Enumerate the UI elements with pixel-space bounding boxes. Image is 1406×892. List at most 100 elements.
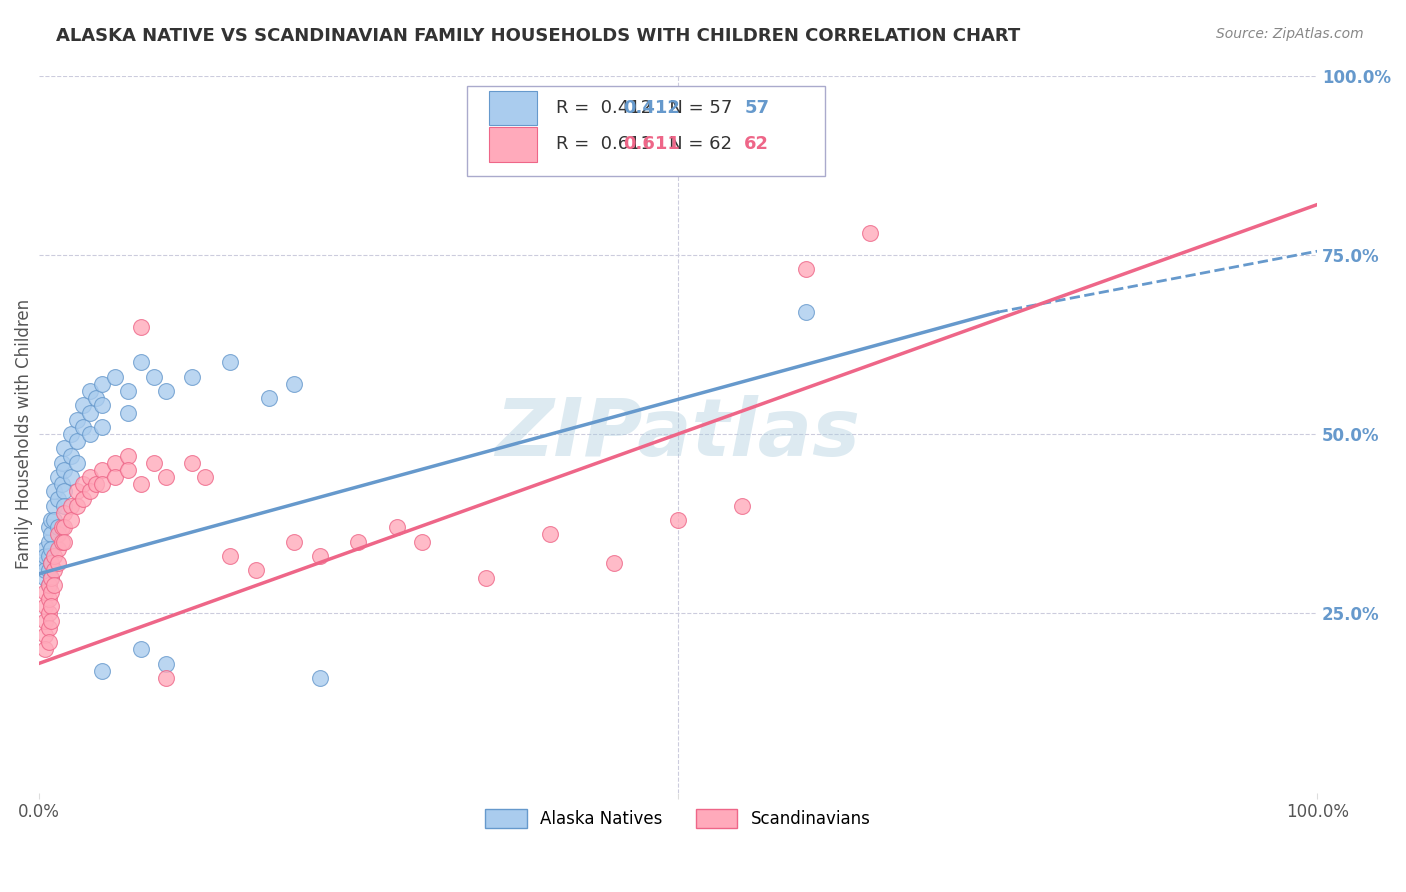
Point [59,449,82,463]
Point [53,499,76,513]
Point [34,628,56,642]
Text: ALASKA NATIVE VS SCANDINAVIAN FAMILY HOUSEHOLDS WITH CHILDREN CORRELATION CHART: ALASKA NATIVE VS SCANDINAVIAN FAMILY HOU… [56,27,1021,45]
Point [181,456,204,470]
Point [347,534,370,549]
Point [219,549,242,563]
Point [41,570,63,584]
Point [42,499,65,513]
Point [66,456,89,470]
Text: 57: 57 [744,99,769,117]
Point [155,671,177,685]
Point [38,549,60,563]
Point [91,463,114,477]
Point [155,470,177,484]
Point [859,227,882,241]
Point [72,420,94,434]
Point [34,614,56,628]
Point [91,420,114,434]
Text: R =  0.611   N = 62: R = 0.611 N = 62 [557,136,733,153]
Point [46,527,69,541]
Point [308,549,330,563]
Point [72,491,94,506]
Point [245,563,267,577]
Point [91,376,114,391]
Point [79,384,101,398]
Point [41,556,63,570]
Point [66,484,89,499]
Point [34,570,56,584]
Point [283,534,305,549]
Point [219,355,242,369]
Text: 62: 62 [744,136,769,153]
Point [79,470,101,484]
Point [41,614,63,628]
Point [104,369,127,384]
Point [42,549,65,563]
Text: Source: ZipAtlas.com: Source: ZipAtlas.com [1216,27,1364,41]
Point [38,577,60,591]
Text: 0.412: 0.412 [623,99,679,117]
Point [411,534,433,549]
Point [38,592,60,607]
Point [117,384,139,398]
Point [41,541,63,556]
Point [117,449,139,463]
Point [104,456,127,470]
Point [53,484,76,499]
Point [42,577,65,591]
Point [53,442,76,456]
Point [53,534,76,549]
FancyBboxPatch shape [489,128,537,161]
Point [59,499,82,513]
Point [34,563,56,577]
Point [38,621,60,635]
Legend: Alaska Natives, Scandinavians: Alaska Natives, Scandinavians [478,802,877,835]
Point [142,369,165,384]
Point [46,556,69,570]
Point [91,477,114,491]
Point [79,484,101,499]
Point [38,607,60,621]
Point [538,527,561,541]
Text: ZIPatlas: ZIPatlas [495,395,860,473]
Point [46,470,69,484]
Point [46,520,69,534]
Point [66,499,89,513]
Point [34,585,56,599]
FancyBboxPatch shape [489,91,537,125]
Point [129,319,152,334]
Point [117,406,139,420]
Point [46,491,69,506]
Point [42,484,65,499]
Point [84,477,107,491]
Point [53,520,76,534]
Point [257,391,280,405]
Point [666,513,689,527]
Point [117,463,139,477]
Point [794,262,817,277]
Point [34,599,56,614]
Point [475,570,498,584]
Point [51,456,73,470]
Point [41,599,63,614]
Point [129,477,152,491]
Point [385,520,408,534]
Point [34,642,56,657]
Point [181,369,204,384]
Point [731,499,754,513]
Point [51,477,73,491]
Point [42,563,65,577]
Point [603,556,626,570]
Point [41,556,63,570]
Point [79,427,101,442]
Point [41,585,63,599]
Y-axis label: Family Households with Children: Family Households with Children [15,299,32,569]
Point [155,657,177,671]
Point [155,384,177,398]
Point [59,427,82,442]
Text: R =  0.412   N = 57: R = 0.412 N = 57 [557,99,733,117]
Point [794,305,817,319]
Point [194,470,217,484]
Point [129,355,152,369]
Point [38,635,60,649]
